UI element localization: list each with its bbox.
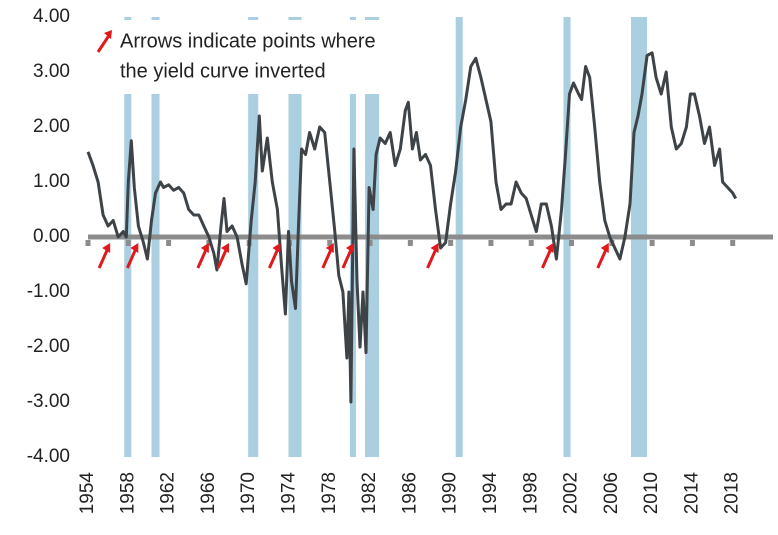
y-tick-label: 1.00 <box>33 171 70 192</box>
y-tick-label: -4.00 <box>27 446 70 467</box>
y-tick-label: 3.00 <box>33 61 70 82</box>
arrow-head <box>200 243 209 253</box>
x-tick-label: 1978 <box>319 472 340 514</box>
inversion-arrow <box>341 243 354 269</box>
inversion-arrow <box>216 243 230 269</box>
x-tick-mark <box>367 240 373 246</box>
x-tick-label: 2002 <box>561 472 582 514</box>
x-tick-label: 1998 <box>520 472 541 514</box>
inversion-arrows <box>97 243 609 269</box>
arrow-head <box>272 243 281 253</box>
x-tick-label: 1962 <box>158 472 179 514</box>
x-tick-mark <box>730 240 736 246</box>
x-tick-label: 2010 <box>641 472 662 514</box>
x-tick-label: 2006 <box>601 472 622 514</box>
x-tick-label: 1958 <box>117 472 138 514</box>
x-tick-mark <box>125 240 131 246</box>
x-tick-label: 1966 <box>198 472 219 514</box>
annotation-line: Arrows indicate points where <box>120 30 376 52</box>
annotation-arrow-icon <box>96 30 112 53</box>
inversion-arrow <box>321 243 334 269</box>
x-tick-label: 2018 <box>722 472 743 514</box>
inversion-arrow <box>426 243 439 269</box>
arrow-shaft <box>196 249 208 269</box>
arrow-shaft <box>125 249 137 269</box>
inversion-arrow <box>541 243 554 269</box>
inversion-arrow <box>125 243 139 269</box>
arrow-head <box>600 243 609 253</box>
y-tick-label: 0.00 <box>33 226 70 247</box>
arrow-head <box>345 243 354 253</box>
y-tick-label: -2.00 <box>27 336 70 357</box>
y-tick-label: 4.00 <box>33 6 70 27</box>
y-tick-label: -3.00 <box>27 391 70 412</box>
arrow-shaft <box>97 249 109 269</box>
x-tick-mark <box>528 240 534 246</box>
arrow-shaft <box>216 249 228 269</box>
series <box>86 51 738 404</box>
x-tick-mark <box>448 240 454 246</box>
y-tick-label: 2.00 <box>33 116 70 137</box>
arrow-shaft <box>341 249 353 269</box>
x-tick-label: 1986 <box>399 472 420 514</box>
axes: -4.00 -3.00 -2.00 -1.00 0.00 1.00 2.00 3.00 4.00… <box>27 6 773 514</box>
inversion-arrow <box>268 243 281 269</box>
inversion-arrow <box>596 243 609 269</box>
x-tick-label: 1954 <box>77 472 98 515</box>
arrow-shaft <box>268 249 279 269</box>
arrow-shaft <box>541 249 552 269</box>
x-tick-label: 2014 <box>681 472 702 515</box>
x-tick-mark <box>569 240 575 246</box>
arrow-head <box>430 243 439 253</box>
x-tick-label: 1970 <box>238 472 259 514</box>
annotation-background <box>94 20 439 94</box>
arrow-shaft <box>426 249 437 269</box>
x-tick-label: 1974 <box>278 472 299 515</box>
x-tick-mark <box>166 240 172 246</box>
x-tick-mark <box>85 240 91 246</box>
arrow-head <box>102 243 111 253</box>
arrow-head <box>325 243 334 253</box>
x-tick-label: 1990 <box>440 472 461 514</box>
y-tick-label: -1.00 <box>27 281 70 302</box>
annotation-line: the yield curve inverted <box>120 60 326 82</box>
x-tick-label: 1994 <box>480 472 501 515</box>
x-tick-label: 1982 <box>359 472 380 514</box>
arrow-shaft <box>321 249 333 269</box>
x-tick-mark <box>488 240 494 246</box>
series-line <box>86 51 738 404</box>
inversion-arrow <box>196 243 209 269</box>
inversion-arrow <box>97 243 111 269</box>
x-tick-mark <box>327 240 333 246</box>
x-tick-mark <box>689 240 695 246</box>
arrow-head <box>545 243 554 253</box>
arrow-head <box>130 243 139 253</box>
x-tick-mark <box>206 240 212 246</box>
arrow-head <box>221 243 230 253</box>
x-tick-mark <box>407 240 413 246</box>
x-tick-mark <box>649 240 655 246</box>
arrow-shaft <box>596 249 608 269</box>
